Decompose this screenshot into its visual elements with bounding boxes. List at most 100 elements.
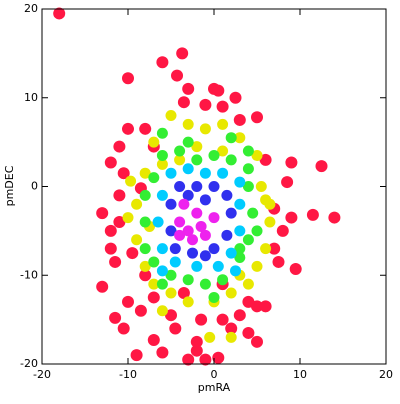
point (182, 225, 194, 237)
point (122, 72, 134, 85)
point (182, 163, 194, 175)
point (233, 113, 246, 126)
point (156, 189, 168, 201)
point (131, 234, 143, 246)
point (234, 252, 246, 263)
point (148, 136, 160, 148)
point (199, 167, 211, 179)
point (208, 181, 220, 192)
point (212, 351, 225, 364)
point (217, 274, 229, 286)
point (242, 278, 254, 290)
point (182, 353, 195, 366)
point (199, 194, 211, 206)
point (199, 123, 211, 135)
point (169, 256, 181, 268)
point (216, 100, 229, 113)
point (104, 224, 117, 237)
point (165, 309, 177, 322)
point (117, 167, 130, 180)
x-axis-label: pmRA (198, 381, 231, 394)
point (199, 353, 212, 366)
point (182, 136, 194, 148)
point (225, 132, 237, 144)
point (165, 269, 177, 281)
point (177, 287, 190, 299)
point (233, 309, 246, 322)
point (104, 156, 117, 169)
point (139, 260, 151, 272)
point (152, 216, 164, 228)
point (191, 141, 203, 153)
point (195, 220, 207, 232)
point (264, 198, 276, 210)
point (134, 304, 147, 317)
point (199, 98, 212, 111)
point (259, 153, 272, 166)
x-tick-label: -20 (33, 368, 51, 381)
point (171, 69, 184, 82)
point (242, 163, 254, 175)
point (148, 172, 160, 184)
point (190, 344, 203, 357)
point (208, 212, 220, 224)
point (217, 145, 229, 157)
point (251, 335, 263, 348)
y-tick-label: -10 (20, 268, 38, 281)
point (165, 287, 177, 299)
point (199, 250, 211, 262)
point (182, 118, 194, 130)
point (242, 326, 255, 339)
point (156, 346, 169, 359)
point (208, 243, 220, 255)
x-tick-label: 10 (293, 368, 307, 381)
point (328, 211, 341, 224)
point (221, 229, 233, 241)
point (178, 198, 190, 210)
point (139, 243, 151, 255)
point (174, 181, 186, 192)
point (306, 208, 319, 221)
x-tick-label: -10 (119, 368, 137, 381)
point (217, 167, 229, 179)
point (199, 278, 211, 290)
point (190, 335, 203, 348)
point (53, 7, 66, 20)
point (122, 212, 134, 224)
point (147, 291, 160, 304)
point (147, 334, 160, 347)
point (122, 295, 134, 308)
point (139, 216, 151, 228)
point (109, 255, 122, 268)
point (225, 207, 237, 219)
point (225, 322, 238, 335)
point (251, 149, 263, 161)
point (242, 295, 255, 308)
point (156, 56, 169, 69)
point (251, 225, 263, 237)
point (156, 243, 168, 255)
point (177, 96, 190, 109)
points (53, 7, 341, 366)
point (130, 349, 143, 362)
point (139, 167, 151, 179)
point (165, 167, 177, 179)
point (225, 331, 237, 343)
point (174, 216, 186, 228)
point (289, 263, 302, 276)
point (234, 243, 246, 255)
point (260, 243, 272, 255)
point (234, 225, 246, 237)
point (315, 160, 328, 173)
point (182, 296, 194, 308)
point (117, 322, 130, 335)
point (139, 122, 152, 135)
point (212, 260, 224, 272)
point (225, 154, 237, 166)
x-tick-label: 0 (211, 368, 218, 381)
point (234, 198, 246, 210)
y-axis-label: pmDEC (3, 165, 16, 206)
point (191, 207, 203, 219)
point (139, 189, 151, 201)
